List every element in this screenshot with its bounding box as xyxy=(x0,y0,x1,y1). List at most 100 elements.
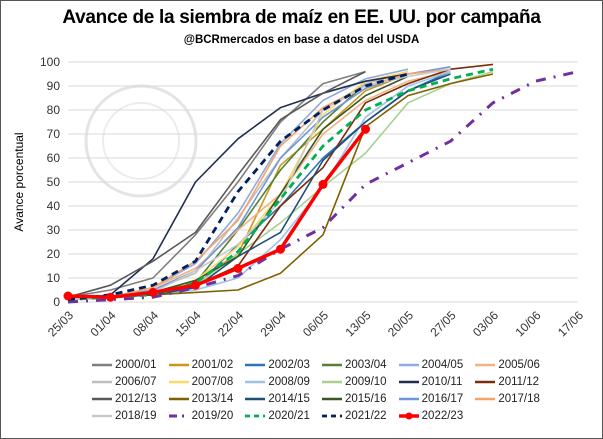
legend-label: 2011/12 xyxy=(498,376,540,388)
legend-swatch-icon xyxy=(245,380,266,384)
legend-swatch-icon xyxy=(398,397,419,401)
legend-swatch-icon xyxy=(245,414,266,418)
legend-item: 2018/19 xyxy=(91,410,168,422)
x-tick-label: 17/06 xyxy=(555,308,586,339)
legend-label: 2001/02 xyxy=(191,359,234,371)
legend-item: 2017/18 xyxy=(474,393,551,405)
x-tick-label: 03/06 xyxy=(470,308,501,339)
x-tick-label: 20/05 xyxy=(385,308,416,339)
series-line-2010-11 xyxy=(67,73,409,301)
legend-swatch-icon xyxy=(92,414,112,418)
y-tick-label: 90 xyxy=(47,79,61,93)
legend-swatch-icon xyxy=(321,414,342,418)
legend-label: 2000/01 xyxy=(115,359,157,371)
data-point-2022-23 xyxy=(318,179,328,189)
y-tick-label: 20 xyxy=(47,247,61,261)
legend-item: 2003/04 xyxy=(321,359,398,371)
watermark-seal-inner xyxy=(102,102,180,180)
legend-swatch-icon xyxy=(321,380,342,384)
legend-item: 2016/17 xyxy=(398,393,475,405)
legend-item: 2014/15 xyxy=(244,393,321,405)
series-line-2021-22 xyxy=(67,72,409,301)
x-tick-label: 22/04 xyxy=(215,308,246,339)
series-line-2020-21 xyxy=(67,67,494,301)
legend-item: 2021/22 xyxy=(321,410,398,422)
data-point-2022-23 xyxy=(191,280,200,290)
legend-swatch-icon xyxy=(168,380,189,384)
y-tick-label: 0 xyxy=(53,295,60,309)
legend-swatch-icon xyxy=(398,363,419,367)
legend-item: 2015/16 xyxy=(321,393,398,405)
y-tick-label: 60 xyxy=(47,151,61,165)
y-tick-label: 50 xyxy=(47,175,61,189)
series-line-2022-23 xyxy=(67,128,367,299)
legend-label: 2010/11 xyxy=(421,376,463,388)
legend-item: 2020/21 xyxy=(244,410,321,422)
legend-item: 2000/01 xyxy=(91,359,168,371)
legend-swatch-icon xyxy=(168,397,189,401)
legend-label: 2014/15 xyxy=(268,393,310,405)
legend-item: 2008/09 xyxy=(244,376,321,388)
x-tick-label: 27/05 xyxy=(427,308,458,339)
legend-label: 2007/08 xyxy=(191,376,234,388)
legend-label: 2012/13 xyxy=(115,393,157,405)
x-tick-label: 29/04 xyxy=(257,308,288,339)
legend-item: 2001/02 xyxy=(168,359,245,371)
x-tick-label: 25/03 xyxy=(45,308,76,339)
chart-title: Avance de la siembra de maíz en EE. UU. … xyxy=(62,7,541,28)
legend-label: 2015/16 xyxy=(344,393,387,405)
legend-swatch-icon xyxy=(475,380,496,384)
legend-swatch-icon xyxy=(398,380,419,384)
data-point-2022-23 xyxy=(233,263,243,273)
y-tick-label: 70 xyxy=(47,127,61,141)
legend-item: 2019/20 xyxy=(168,410,245,422)
legend-label: 2021/22 xyxy=(344,410,387,422)
legend-swatch-icon xyxy=(321,363,342,367)
legend-swatch-icon xyxy=(398,412,419,420)
x-tick-label: 15/04 xyxy=(172,308,203,339)
legend-item: 2013/14 xyxy=(168,393,245,405)
data-point-2022-23 xyxy=(276,244,285,254)
legend-swatch-icon xyxy=(245,363,266,367)
x-tick-label: 13/05 xyxy=(342,308,373,339)
y-tick-label: 10 xyxy=(47,271,61,285)
legend-label: 2008/09 xyxy=(268,376,310,388)
y-tick-label: 30 xyxy=(47,223,61,237)
legend-label: 2003/04 xyxy=(344,359,387,371)
legend-swatch-icon xyxy=(168,363,189,367)
legend-label: 2018/19 xyxy=(115,410,157,422)
legend-label: 2002/03 xyxy=(268,359,310,371)
y-tick-label: 80 xyxy=(47,103,61,117)
series-line-2009-10 xyxy=(67,70,494,301)
legend-item: 2010/11 xyxy=(398,376,475,388)
legend-swatch-icon xyxy=(321,397,342,401)
series-line-2019-20 xyxy=(67,70,579,304)
x-tick-label: 10/06 xyxy=(512,308,543,339)
legend-swatch-icon xyxy=(475,397,496,401)
legend-item: 2004/05 xyxy=(398,359,475,371)
legend-swatch-icon xyxy=(168,414,189,418)
x-tick-label: 08/04 xyxy=(130,308,161,339)
x-tick-label: 06/05 xyxy=(300,308,331,339)
chart-subtitle: @BCRmercados en base a datos del USDA xyxy=(183,34,420,46)
legend: 2000/01 2001/02 2002/03 2003/04 2004/05 2005/… xyxy=(91,359,551,422)
legend-label: 2022/23 xyxy=(421,410,464,422)
legend-item: 2011/12 xyxy=(474,376,551,388)
data-point-2022-23 xyxy=(63,291,73,301)
x-tick-label: 01/04 xyxy=(87,308,118,339)
legend-label: 2009/10 xyxy=(344,376,387,388)
legend-swatch-icon xyxy=(92,397,112,401)
legend-label: 2017/18 xyxy=(498,393,540,405)
legend-label: 2004/05 xyxy=(421,359,464,371)
series-line-2012-13 xyxy=(67,70,366,298)
legend-swatch-icon xyxy=(475,363,496,367)
legend-swatch-icon xyxy=(92,363,112,367)
legend-label: 2016/17 xyxy=(421,393,464,405)
data-point-2022-23 xyxy=(106,292,115,302)
legend-swatch-icon xyxy=(92,380,112,384)
legend-swatch-icon xyxy=(245,397,266,401)
series-line-2017-18 xyxy=(67,68,451,301)
data-point-2022-23 xyxy=(148,287,158,297)
